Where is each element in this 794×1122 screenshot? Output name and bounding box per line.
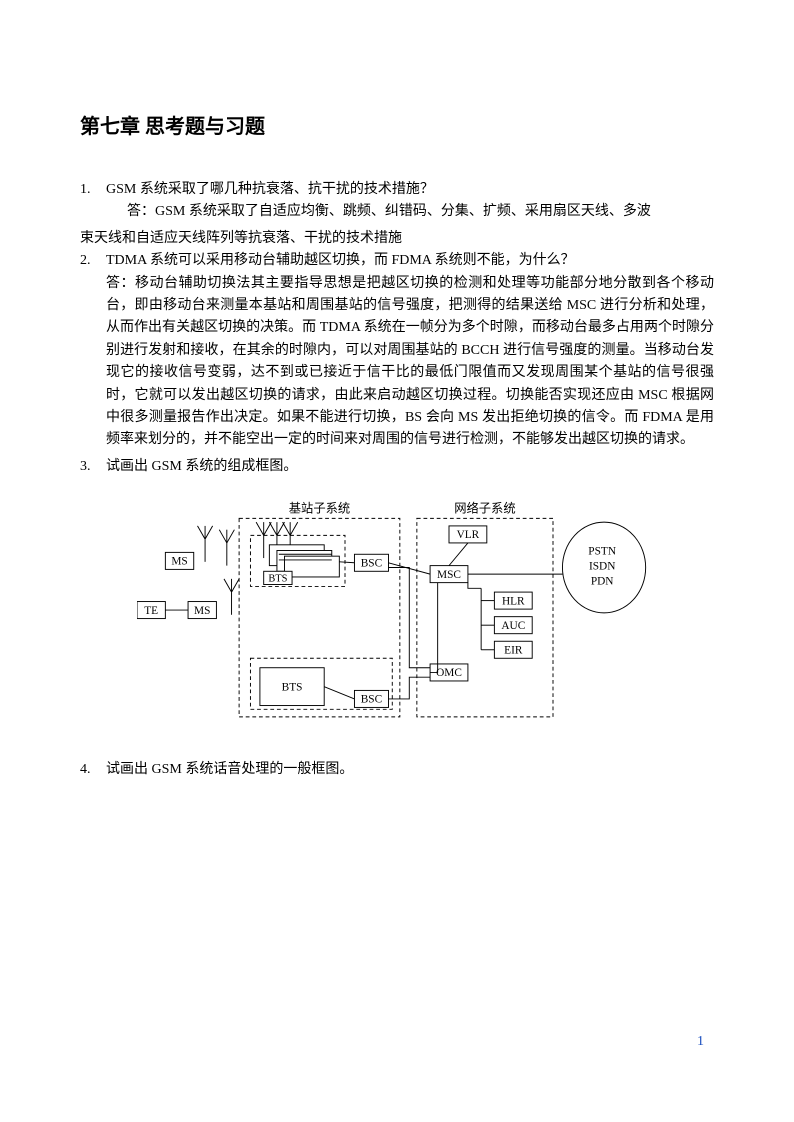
question-text: GSM 系统采取了哪几种抗衰落、抗干扰的技术措施？ bbox=[106, 179, 714, 201]
item-number: 1. bbox=[80, 179, 91, 201]
svg-text:TE: TE bbox=[144, 605, 158, 617]
item-number: 3. bbox=[80, 456, 91, 478]
answer-block: 答：移动台辅助切换法其主要指导思想是把越区切换的检测和处理等功能部分地分散到各个… bbox=[106, 273, 714, 452]
diagram-svg: 基站子系统 网络子系统 PSTN ISDN PDN BTS MS MS TE BSC BSC BTS V… bbox=[137, 496, 657, 726]
svg-text:基站子系统: 基站子系统 bbox=[289, 502, 350, 516]
question-item-2: 2. TDMA 系统可以采用移动台辅助越区切换，而 FDMA 系统则不能，为什么… bbox=[80, 250, 714, 452]
question-item-4: 4. 试画出 GSM 系统话音处理的一般框图。 bbox=[80, 759, 714, 781]
svg-text:BSC: BSC bbox=[361, 558, 382, 570]
gsm-architecture-diagram: 基站子系统 网络子系统 PSTN ISDN PDN BTS MS MS TE BSC BSC BTS V… bbox=[137, 496, 657, 731]
chapter-title: 第七章 思考题与习题 bbox=[80, 110, 714, 139]
question-list-cont: 4. 试画出 GSM 系统话音处理的一般框图。 bbox=[80, 759, 714, 781]
svg-text:BTS: BTS bbox=[268, 574, 287, 585]
item-number: 2. bbox=[80, 250, 91, 272]
question-item-1: 1. GSM 系统采取了哪几种抗衰落、抗干扰的技术措施？ 答：GSM 系统采取了… bbox=[80, 179, 714, 224]
question-text: 试画出 GSM 系统的组成框图。 bbox=[106, 456, 714, 478]
answer-lead: 答：GSM 系统采取了自适应均衡、跳频、纠错码、分集、扩频、采用扇区天线、多波 bbox=[106, 201, 714, 223]
question-text: TDMA 系统可以采用移动台辅助越区切换，而 FDMA 系统则不能，为什么？ bbox=[106, 250, 714, 272]
svg-text:OMC: OMC bbox=[436, 667, 462, 679]
page-number: 1 bbox=[697, 1034, 704, 1050]
svg-text:EIR: EIR bbox=[504, 645, 523, 657]
svg-text:BTS: BTS bbox=[282, 681, 303, 693]
question-item-3: 3. 试画出 GSM 系统的组成框图。 bbox=[80, 456, 714, 478]
svg-text:网络子系统: 网络子系统 bbox=[454, 501, 515, 516]
question-text: 试画出 GSM 系统话音处理的一般框图。 bbox=[106, 759, 714, 781]
svg-text:ISDN: ISDN bbox=[589, 560, 615, 572]
svg-text:PSTN: PSTN bbox=[588, 545, 616, 557]
svg-text:AUC: AUC bbox=[501, 620, 525, 632]
svg-text:BSC: BSC bbox=[361, 694, 382, 706]
answer-rest: 束天线和自适应天线阵列等抗衰落、干扰的技术措施 bbox=[80, 228, 714, 250]
item-number: 4. bbox=[80, 759, 91, 781]
svg-text:MS: MS bbox=[171, 556, 187, 568]
svg-text:HLR: HLR bbox=[502, 595, 525, 607]
svg-text:MSC: MSC bbox=[437, 569, 461, 581]
svg-text:MS: MS bbox=[194, 605, 210, 617]
svg-text:VLR: VLR bbox=[457, 529, 480, 541]
svg-text:PDN: PDN bbox=[591, 576, 614, 588]
question-list: 1. GSM 系统采取了哪几种抗衰落、抗干扰的技术措施？ 答：GSM 系统采取了… bbox=[80, 179, 714, 478]
